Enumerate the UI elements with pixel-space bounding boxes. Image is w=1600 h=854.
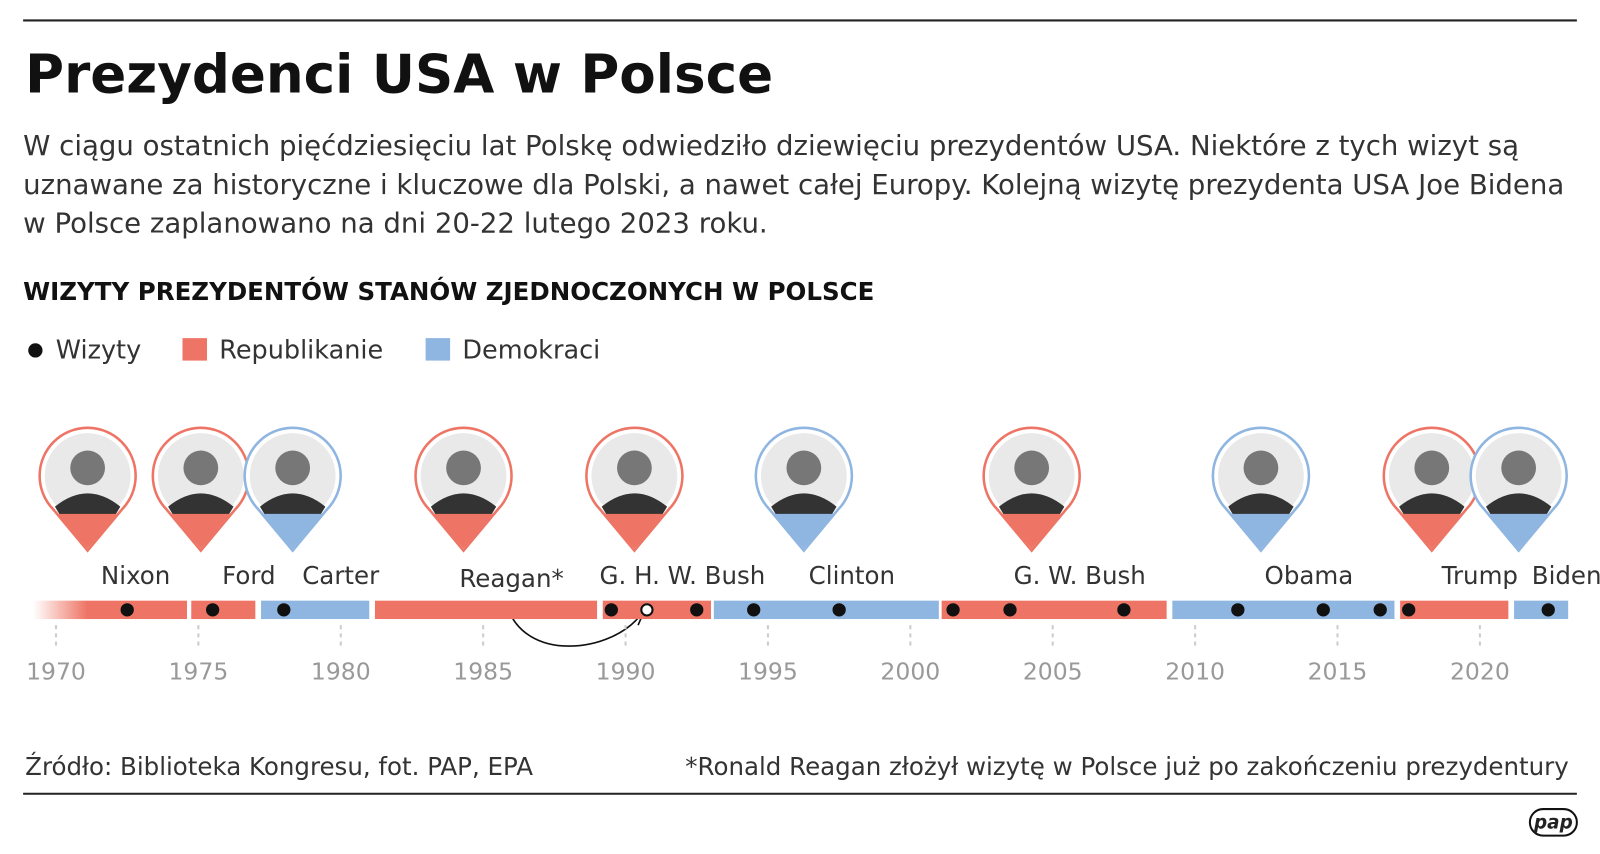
president-name: Clinton (809, 561, 895, 590)
pin-tip (170, 513, 232, 549)
president-name: Biden (1532, 561, 1600, 590)
portrait-body (1485, 493, 1552, 517)
description-line: uznawane za historyczne i kluczowe dla P… (23, 168, 1564, 201)
portrait-head (275, 450, 311, 486)
visit (1003, 603, 1017, 617)
x-tick-label: 2005 (1023, 658, 1083, 686)
legend-swatch (182, 338, 208, 361)
legend-dot (28, 343, 43, 358)
source: Źródło: Biblioteka Kongresu, fot. PAP, E… (25, 752, 533, 781)
pin-tip (1230, 513, 1292, 549)
pin-tip (56, 513, 119, 549)
x-tick-label: 1975 (168, 658, 228, 686)
visit (832, 603, 846, 617)
portrait-body (998, 493, 1065, 517)
portrait-head (617, 450, 652, 486)
description-line: W ciągu ostatnich pięćdziesięciu lat Pol… (23, 129, 1519, 162)
president-name: Carter (302, 561, 380, 590)
term-bar (1400, 600, 1509, 620)
chart-subtitle: WIZYTY PREZYDENTÓW STANÓW ZJEDNOCZONYCH … (23, 276, 874, 306)
portrait-body (1228, 493, 1294, 517)
pin-tip (432, 513, 495, 549)
visit (747, 603, 761, 617)
x-tick-label: 2020 (1450, 658, 1510, 686)
x-tick-label: 1985 (453, 658, 513, 686)
portrait-body (601, 493, 668, 517)
portrait-head (70, 450, 105, 486)
visit (640, 603, 654, 617)
legend-swatch (425, 338, 451, 361)
term-bar (1514, 600, 1569, 620)
term-bar (941, 600, 1167, 620)
term-bar (191, 600, 256, 620)
president-name: G. H. W. Bush (600, 561, 766, 590)
x-tick-label: 2000 (880, 658, 940, 686)
pin-tip (603, 513, 666, 549)
portrait-body (430, 493, 497, 517)
portrait-body (771, 493, 837, 517)
president-name: Ford (222, 561, 275, 590)
x-tick-label: 1995 (738, 658, 798, 686)
visit (205, 603, 220, 617)
logo-badge (1528, 808, 1578, 837)
reagan-arrow (505, 602, 643, 647)
portrait-head (1501, 450, 1537, 486)
visit (690, 603, 704, 617)
term-bar (374, 600, 598, 620)
term-bar (33, 600, 187, 620)
portrait-body (168, 493, 234, 517)
portrait-body (259, 493, 326, 517)
x-tick-label: 1980 (311, 658, 371, 686)
portrait-head (183, 450, 219, 486)
visit (604, 603, 618, 617)
legend-label: Wizyty (56, 335, 141, 365)
term-bar (1172, 600, 1395, 620)
visit (1117, 603, 1131, 617)
visit (1231, 603, 1245, 617)
portrait-head (1243, 450, 1279, 486)
portrait-head (1414, 450, 1450, 486)
portrait-head (1014, 450, 1050, 486)
president-name: G. W. Bush (1014, 561, 1146, 590)
president-name: Nixon (101, 561, 170, 590)
portrait-head (786, 450, 822, 486)
footnote: *Ronald Reagan złożył wizytę w Polsce ju… (685, 752, 1568, 781)
x-tick-label: 1970 (26, 658, 86, 686)
pin-tip (1401, 513, 1463, 549)
description-line: w Polsce zaplanowano na dni 20-22 lutego… (23, 207, 768, 240)
x-tick-label: 1990 (596, 658, 656, 686)
pin-tip (1001, 513, 1063, 549)
president-name: Obama (1265, 561, 1354, 590)
president-name: Reagan* (459, 564, 563, 593)
portrait-body (54, 493, 121, 517)
logo: pap (1533, 812, 1573, 833)
chart-title: Prezydenci USA w Polsce (25, 43, 773, 105)
visit (120, 603, 134, 617)
term-bar (602, 600, 711, 620)
legend-label: Republikanie (219, 335, 383, 365)
pin-tip (773, 513, 835, 549)
visit (1373, 603, 1387, 617)
visit (946, 603, 960, 617)
visit (1541, 603, 1555, 617)
portrait-head (446, 450, 481, 486)
president-name: Trump (1441, 561, 1518, 590)
portrait-body (1399, 493, 1465, 517)
visit (277, 603, 291, 617)
legend-label: Demokraci (462, 335, 600, 365)
pin-tip (1488, 513, 1550, 549)
visit (1316, 603, 1330, 617)
term-bar (713, 600, 939, 620)
pin-tip (262, 513, 324, 549)
x-tick-label: 2015 (1308, 658, 1368, 686)
x-tick-label: 2010 (1165, 658, 1225, 686)
visit (1402, 603, 1416, 617)
